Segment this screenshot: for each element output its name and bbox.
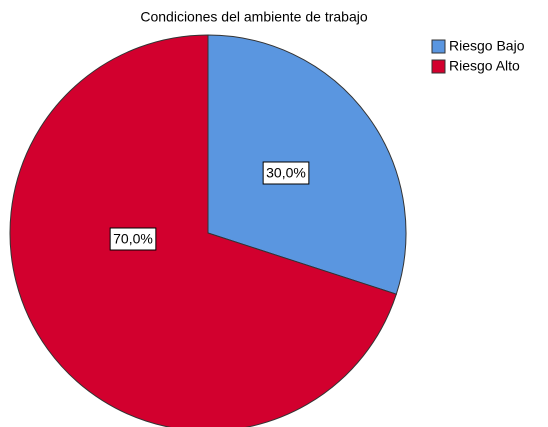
chart-title: Condiciones del ambiente de trabajo [140, 9, 367, 25]
data-label-box [109, 227, 157, 251]
legend-swatch [431, 39, 446, 54]
data-label: 70,0% [113, 231, 153, 247]
legend-swatch [431, 59, 446, 74]
data-label: 30,0% [266, 165, 306, 181]
pie-slice [9, 34, 397, 427]
legend-label: Riesgo Alto [449, 58, 520, 74]
legend-label: Riesgo Bajo [449, 38, 525, 54]
data-label-box [262, 161, 310, 185]
